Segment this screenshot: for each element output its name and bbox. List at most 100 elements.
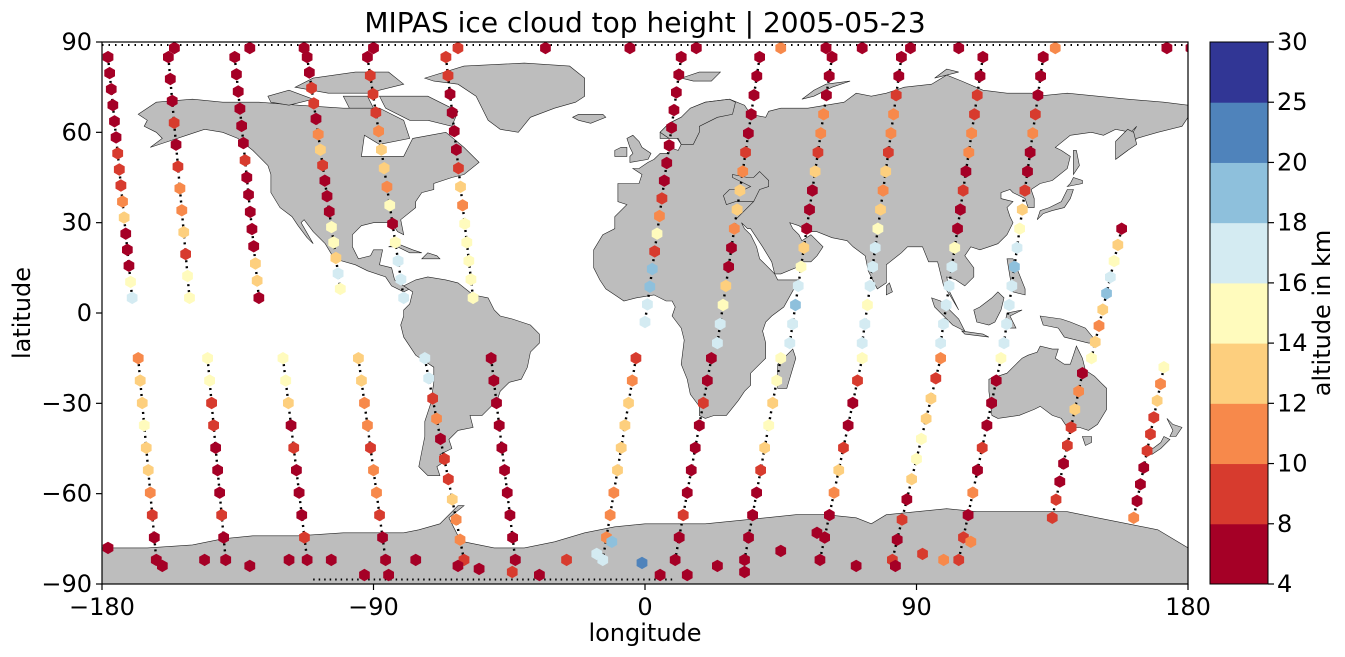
cloud-point-9-n-2: [890, 89, 902, 102]
cloud-point-11-n-6: [1022, 165, 1033, 178]
cloud-point-11-s-1: [990, 374, 1002, 387]
orbit-track-9-n: [861, 56, 903, 344]
cloud-point-1-n-6: [174, 182, 186, 195]
north-polar-point-9: [820, 42, 832, 55]
cloud-point-2-n-11: [248, 240, 260, 253]
x-tick-label: −90: [348, 593, 399, 621]
cloud-point-4-n-9: [387, 217, 398, 230]
colorbar-tick-label: 16: [1277, 269, 1308, 297]
cloud-point-10-n-8: [955, 203, 966, 216]
cloud-point-8-n-9: [801, 222, 813, 235]
north-polar-point-0: [169, 42, 180, 55]
landmass-baffin: [379, 95, 459, 127]
cloud-point-8-n-1: [823, 69, 835, 83]
cloud-point-13-n-2: [1151, 394, 1163, 407]
cloud-point-9-s-5: [833, 464, 845, 477]
cloud-point-4-n-12: [395, 273, 407, 286]
cloud-point-3-n-3: [308, 97, 320, 110]
cloud-point-10-n-15: [935, 336, 946, 350]
y-axis-label: latitude: [8, 267, 36, 359]
orbit-track-9-s: [818, 357, 864, 561]
orbit-track-1-s: [206, 358, 227, 561]
cloud-point-11-n-8: [1016, 203, 1028, 216]
cloud-point-0-n-14: [125, 275, 136, 289]
cloud-point-9-n-1: [893, 69, 905, 83]
cloud-point-8-n-5: [812, 146, 824, 159]
orbit-track-6-n: [643, 56, 683, 323]
cloud-point-4-n-2: [367, 87, 379, 101]
cloud-point-4-s-5: [439, 452, 450, 466]
cloud-point-10-n-1: [974, 69, 986, 83]
cloud-point-5-n-1: [442, 69, 454, 82]
north-polar-point-5: [540, 42, 551, 55]
colorbar-segment-4: [1210, 282, 1268, 344]
cloud-point-6-n-6: [661, 156, 673, 170]
cloud-point-11-n-2: [1032, 89, 1044, 102]
cloud-point-7-n-14: [714, 317, 726, 331]
orbit-track-10-n: [939, 56, 985, 344]
cloud-point-1-n-9: [180, 247, 191, 261]
cloud-point-4-n-4: [373, 125, 384, 138]
cloud-point-0-n-7: [113, 163, 125, 176]
cloud-point-12-n-5: [1097, 303, 1109, 316]
cloud-point-5-s-4: [496, 441, 508, 454]
cloud-point-7-n-9: [728, 222, 740, 235]
cloud-point-3-n-8: [319, 174, 331, 187]
colorbar-segment-8: [1210, 42, 1268, 103]
cloud-point-11-s-3: [981, 419, 993, 432]
cloud-point-12-s-4: [1062, 439, 1073, 452]
cloud-point-9-n-13: [862, 298, 873, 312]
landmass-new-zealand-n: [1166, 418, 1183, 437]
cloud-point-12-n-1: [1112, 238, 1124, 252]
cloud-point-7-s-0: [706, 352, 717, 365]
cloud-point-4-s-4: [435, 432, 446, 446]
orbit-track-3-s: [357, 358, 387, 561]
cloud-point-11-s-9: [953, 553, 965, 567]
colorbar-tick-label: 30: [1277, 28, 1308, 56]
cloud-point-5-n-0: [440, 50, 452, 64]
cloud-point-3-n-11: [326, 220, 337, 234]
colorbar-segment-3: [1210, 343, 1268, 404]
cloud-point-13-n-5: [1141, 444, 1153, 457]
cloud-point-1-n-8: [178, 226, 190, 239]
cloud-point-9-n-6: [880, 165, 892, 178]
cloud-point-0-n-15: [126, 291, 138, 305]
cloud-point-9-n-8: [875, 203, 886, 216]
south-polar-point-9: [452, 559, 464, 573]
cloud-point-10-n-5: [963, 146, 975, 159]
cloud-point-8-n-10: [798, 241, 810, 254]
cloud-point-3-s-4: [365, 441, 376, 454]
cloud-point-4-s-6: [442, 473, 454, 486]
south-polar-point-22: [811, 526, 823, 539]
north-polar-point-12: [953, 42, 965, 55]
cloud-point-9-n-0: [896, 50, 907, 64]
landmass-madagascar: [777, 348, 797, 389]
cloud-point-4-s-0: [419, 352, 431, 365]
cloud-point-2-n-10: [246, 222, 258, 236]
cloud-point-10-s-3: [920, 412, 932, 425]
cloud-point-11-n-15: [998, 336, 1010, 350]
cloud-point-0-n-3: [107, 99, 119, 112]
cloud-point-9-s-2: [847, 396, 859, 410]
cloud-point-8-s-8: [743, 531, 754, 544]
cloud-point-3-s-5: [368, 464, 379, 477]
colorbar-segment-2: [1210, 403, 1268, 465]
orbit-track-11-n: [1002, 56, 1045, 344]
cloud-point-7-n-6: [737, 165, 749, 178]
cloud-point-8-s-3: [763, 419, 775, 432]
cloud-point-2-n-8: [243, 188, 254, 201]
cloud-point-5-n-4: [448, 125, 460, 138]
cloud-point-9-s-3: [842, 419, 854, 432]
cloud-point-1-n-7: [176, 204, 188, 217]
cloud-point-6-n-12: [646, 262, 658, 276]
cloud-point-6-s-1: [626, 374, 638, 387]
landmass-sakhalin: [1073, 150, 1080, 176]
cloud-point-9-s-6: [828, 486, 840, 499]
cloud-point-6-n-3: [668, 103, 680, 117]
cloud-point-4-n-11: [392, 254, 404, 268]
cloud-point-3-n-4: [310, 112, 322, 126]
cloud-point-2-n-1: [231, 68, 242, 81]
orbit-track-7-n: [716, 56, 761, 344]
cloud-point-11-s-4: [976, 441, 988, 454]
cloud-point-2-n-9: [244, 205, 256, 219]
